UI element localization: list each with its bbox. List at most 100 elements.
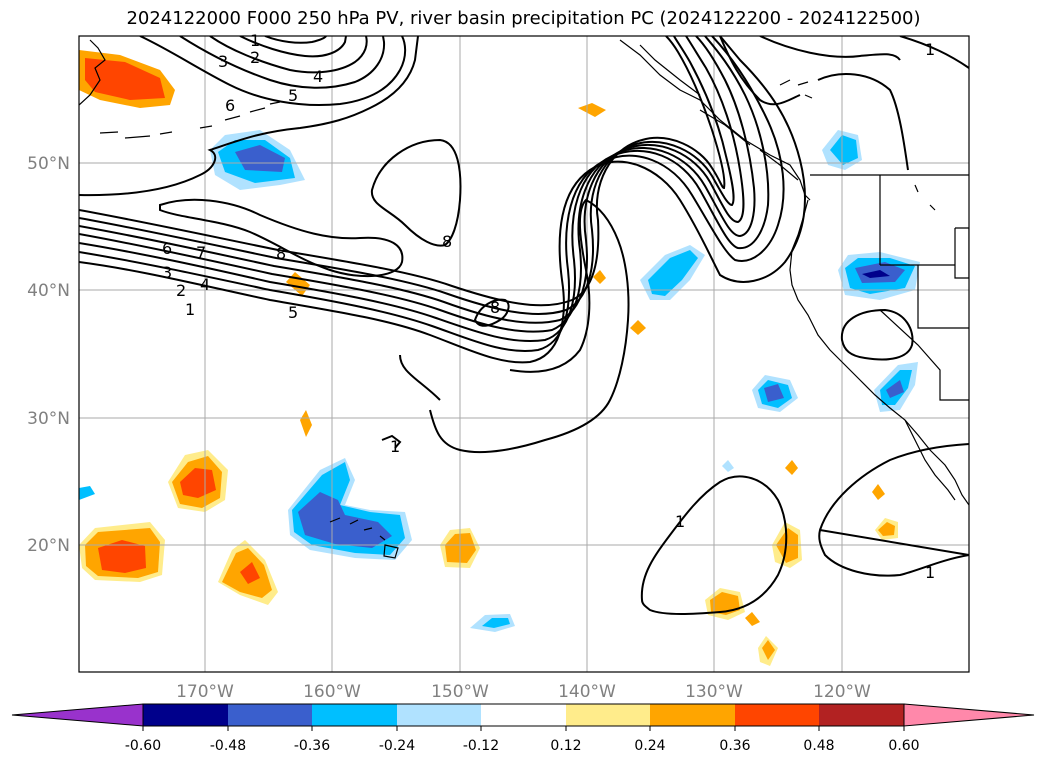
colorbar-segment [735, 704, 819, 726]
precip-shading [79, 50, 920, 666]
pv-contour [79, 36, 770, 343]
pv-contour-north-5 [264, 36, 327, 44]
lat-label: 30°N [27, 409, 70, 429]
precip-blob-positive [85, 58, 165, 100]
pv-contour [79, 36, 745, 324]
pv-contour-8 [370, 138, 462, 247]
pv-contour-label: 4 [200, 275, 210, 294]
colorbar-tick-label: -0.36 [294, 738, 330, 754]
colorbar-tick-label: 0.36 [719, 738, 750, 754]
pv-contour-1-se [818, 443, 969, 577]
pv-contour-6 [79, 36, 419, 197]
colorbar-segment [566, 704, 650, 726]
pv-contour-1-south [399, 198, 630, 454]
hawaii-islands [329, 517, 399, 559]
pv-contour-label: 3 [162, 263, 172, 282]
pv-contour-labels: 1 2 3 4 5 6 7 8 6 3 2 1 8 8 5 4 1 1 1 1 [162, 31, 935, 582]
precip-blob-positive [578, 103, 606, 117]
precip-blob-negative [830, 135, 858, 165]
pv-contour-label: 1 [250, 31, 260, 50]
lon-label: 130°W [685, 682, 743, 702]
precip-blob-negative [79, 486, 95, 500]
lon-label: 160°W [303, 682, 361, 702]
lat-label: 20°N [27, 536, 70, 556]
colorbar-segment [312, 704, 397, 726]
lon-label: 120°W [813, 682, 871, 702]
us-state-border [879, 175, 969, 401]
coastlines [79, 39, 969, 559]
colorbar-segment [481, 704, 566, 726]
pv-contour-label: 1 [925, 40, 935, 59]
pv-contour-8 [159, 198, 404, 278]
pv-contour-label: 8 [490, 298, 500, 317]
map-background [79, 36, 969, 672]
pv-contour-label: 1 [185, 300, 195, 319]
pv-contour-label: 6 [225, 96, 235, 115]
pv-contour-north-1 [139, 36, 407, 107]
precip-blob-negative [764, 384, 784, 402]
colorbar-tick-label: 0.48 [803, 738, 834, 754]
pv-contour-label: 3 [218, 52, 228, 71]
pv-contour-ne-1 [899, 36, 969, 69]
lat-label: 50°N [27, 154, 70, 174]
pv-contour [79, 36, 726, 307]
baja-coast [904, 419, 956, 501]
pv-contour-1-small [381, 434, 402, 449]
lat-label: 40°N [27, 281, 70, 301]
pv-contour-label: 5 [288, 86, 298, 105]
alaska-coast [79, 39, 106, 106]
precip-blob-positive [878, 522, 895, 536]
colorbar-tick-label: 0.60 [888, 738, 919, 754]
lat-tick-labels: 50°N 40°N 30°N 20°N [27, 154, 70, 556]
pv-contour-east-1 [719, 36, 909, 171]
lake-outline [779, 79, 936, 211]
pv-contour [79, 36, 735, 315]
colorbar-extend-low [11, 703, 144, 727]
pv-contour-label: 1 [390, 437, 400, 456]
pv-contour-label: 6 [162, 239, 172, 258]
bc-coast [639, 44, 799, 181]
colorbar-tick-label: 0.12 [550, 738, 581, 754]
map-frame [78, 35, 970, 673]
precip-blob-positive [745, 612, 760, 626]
pv-contour-1-subtropic [640, 475, 788, 615]
pv-contour-1-loop [840, 308, 914, 361]
pv-contour [79, 36, 806, 364]
pv-contours [79, 36, 969, 615]
colorbar-segment [397, 704, 481, 726]
pv-contour-8 [473, 298, 510, 327]
pv-contour-north-3 [209, 36, 368, 74]
pv-contour-label: 1 [925, 563, 935, 582]
precip-blob-positive [630, 320, 646, 335]
colorbar-tick-label: 0.24 [634, 738, 665, 754]
precip-blob-positive [785, 460, 798, 475]
precip-blob-negative [235, 145, 285, 172]
precip-blob-negative [722, 460, 734, 472]
lon-label: 150°W [431, 682, 489, 702]
pv-contour-north-2 [179, 36, 386, 89]
pv-contour-label: 2 [176, 281, 186, 300]
colorbar-tick-label: -0.24 [379, 738, 415, 754]
pv-contour-label: 8 [442, 232, 452, 251]
colorbar-frame [142, 703, 905, 727]
colorbar: -0.60 -0.48 -0.36 -0.24 -0.12 0.12 0.24 … [11, 703, 1035, 754]
precip-blob-negative [862, 270, 890, 278]
aleutian-islands [99, 101, 281, 139]
lon-label: 140°W [558, 682, 616, 702]
precip-blob-positive [762, 640, 775, 660]
pv-contour [79, 36, 756, 333]
precip-blob-positive [300, 410, 312, 437]
colorbar-segment [650, 704, 735, 726]
precip-blob-negative [886, 380, 904, 398]
pv-contour-label: 2 [250, 48, 260, 67]
pv-contour-north-4 [239, 36, 347, 58]
colorbar-segment [228, 704, 312, 726]
alaska-panhandle-coast [619, 39, 811, 201]
precip-blob-positive [240, 562, 260, 584]
lon-tick-labels: 170°W 160°W 150°W 140°W 130°W 120°W [176, 682, 871, 702]
colorbar-tick-label: -0.48 [210, 738, 246, 754]
precip-blob-positive [180, 468, 216, 498]
pv-contour-label: 4 [313, 67, 323, 86]
colorbar-tick-label: -0.60 [125, 738, 161, 754]
